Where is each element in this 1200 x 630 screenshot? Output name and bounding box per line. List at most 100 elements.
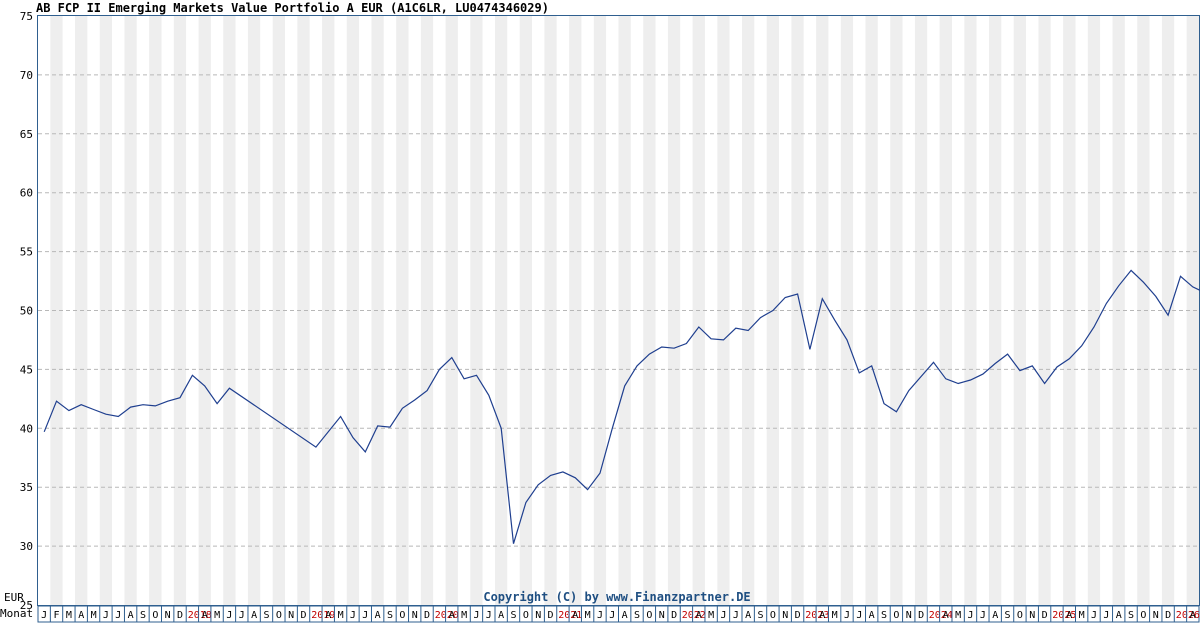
month-band — [519, 16, 533, 605]
month-label: J — [1103, 610, 1109, 621]
month-band — [297, 16, 310, 605]
month-label: M — [1079, 610, 1085, 621]
month-label: S — [387, 610, 393, 621]
month-label: N — [288, 610, 294, 621]
year-label: 2024 — [929, 610, 953, 621]
month-band — [38, 16, 51, 605]
month-band — [359, 16, 372, 605]
month-label: A — [943, 610, 949, 621]
month-label: N — [535, 610, 541, 621]
y-tick-label: 60 — [20, 187, 33, 200]
month-band — [667, 16, 681, 605]
month-label: D — [918, 610, 924, 621]
month-label: M — [66, 610, 72, 621]
month-label: S — [634, 610, 640, 621]
month-label: N — [165, 610, 171, 621]
month-label: N — [412, 610, 418, 621]
month-label: J — [239, 610, 245, 621]
month-band — [890, 16, 903, 605]
month-label: M — [91, 610, 97, 621]
unit-label: EUR — [4, 591, 24, 604]
month-band — [1087, 16, 1101, 605]
month-band — [99, 16, 113, 605]
y-tick-label: 65 — [20, 128, 33, 141]
year-label: 2022 — [682, 610, 706, 621]
month-label: A — [1116, 610, 1122, 621]
month-label: A — [696, 610, 702, 621]
price-line — [43, 269, 1200, 544]
month-band — [1100, 16, 1113, 605]
year-label: 2018 — [188, 610, 212, 621]
month-label: A — [1190, 610, 1196, 621]
y-tick-label: 45 — [20, 363, 33, 376]
month-band — [136, 16, 150, 605]
month-label: D — [671, 610, 677, 621]
month-band — [507, 16, 520, 605]
month-band — [247, 16, 261, 605]
month-label: J — [362, 610, 368, 621]
month-label: O — [276, 610, 282, 621]
month-band — [50, 16, 63, 605]
month-label: O — [1017, 610, 1023, 621]
month-label: F — [54, 610, 60, 621]
month-band — [1186, 16, 1199, 605]
month-band — [556, 16, 570, 605]
year-label: 2026 — [1176, 610, 1200, 621]
month-band — [408, 16, 421, 605]
month-band — [717, 16, 730, 605]
month-label: J — [980, 610, 986, 621]
month-label: S — [1128, 610, 1134, 621]
month-label: A — [449, 610, 455, 621]
month-label: A — [869, 610, 875, 621]
y-tick-label: 50 — [20, 305, 33, 318]
month-label: A — [375, 610, 381, 621]
month-band — [470, 16, 483, 605]
month-band — [927, 16, 940, 605]
month-label: N — [1029, 610, 1035, 621]
month-label: D — [301, 610, 307, 621]
month-band — [618, 16, 631, 605]
month-label: N — [782, 610, 788, 621]
month-label: D — [548, 610, 554, 621]
month-band — [309, 16, 323, 605]
month-band — [569, 16, 582, 605]
month-band — [210, 16, 224, 605]
month-label: A — [325, 610, 331, 621]
month-label: J — [733, 610, 739, 621]
month-label: J — [486, 610, 492, 621]
month-label: N — [659, 610, 665, 621]
month-band — [828, 16, 841, 605]
month-label: D — [795, 610, 801, 621]
month-bands — [38, 16, 1199, 605]
month-label: D — [424, 610, 430, 621]
month-label: J — [350, 610, 356, 621]
year-label: 2020 — [435, 610, 459, 621]
month-label: A — [819, 610, 825, 621]
month-label: J — [115, 610, 121, 621]
month-label: J — [473, 610, 479, 621]
month-band — [939, 16, 952, 605]
y-tick-label: 35 — [20, 481, 33, 494]
month-label: S — [140, 610, 146, 621]
month-label: D — [177, 610, 183, 621]
month-band — [420, 16, 434, 605]
month-label: O — [893, 610, 899, 621]
month-label: J — [1091, 610, 1097, 621]
month-label: J — [609, 610, 615, 621]
month-label: J — [844, 610, 850, 621]
month-label: A — [622, 610, 628, 621]
month-band — [1137, 16, 1150, 605]
month-band — [680, 16, 693, 605]
month-label: D — [1165, 610, 1171, 621]
month-band — [260, 16, 273, 605]
month-label: N — [906, 610, 912, 621]
y-tick-label: 55 — [20, 246, 33, 259]
year-label: 2021 — [558, 610, 582, 621]
month-label: O — [152, 610, 158, 621]
month-label: S — [511, 610, 517, 621]
year-label: 2019 — [311, 610, 335, 621]
month-axis-label: Monat — [0, 607, 33, 620]
month-label: O — [1140, 610, 1146, 621]
year-label: 2025 — [1052, 610, 1076, 621]
